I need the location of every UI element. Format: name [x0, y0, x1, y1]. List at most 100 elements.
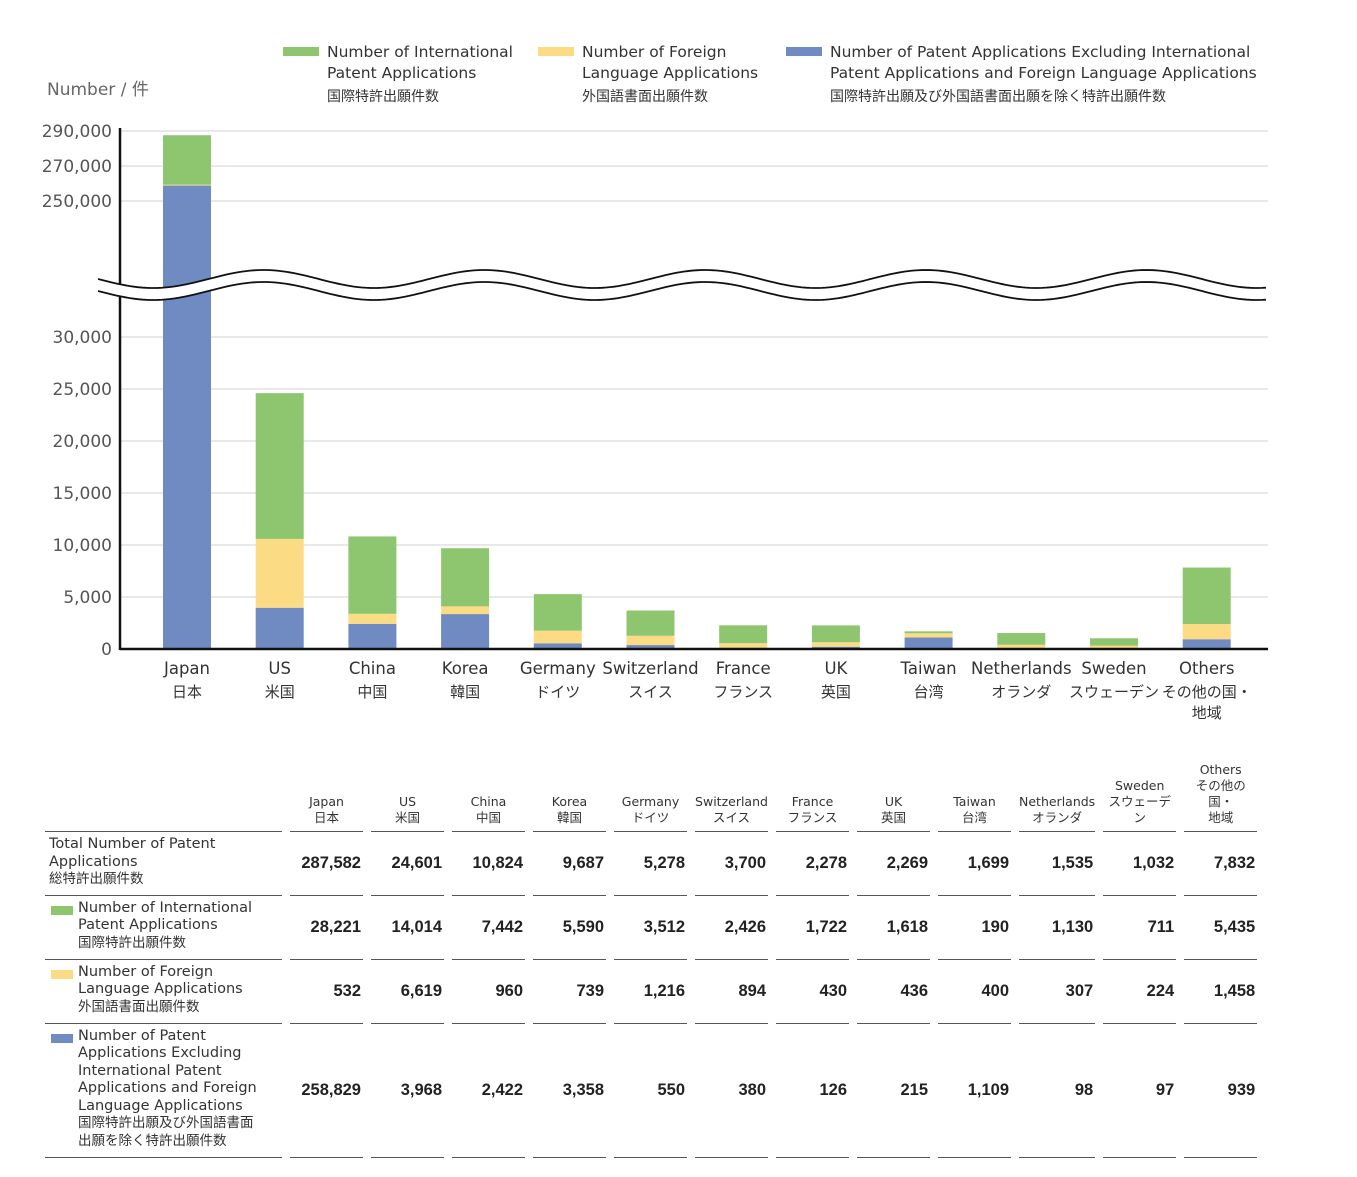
- table-cell: 3,358: [533, 1024, 606, 1158]
- axis-break-line: [97, 269, 1267, 289]
- y-tick-label: 5,000: [63, 588, 112, 608]
- table-cell: 97: [1103, 1024, 1177, 1158]
- table-cell: 550: [614, 1024, 687, 1158]
- x-tick-label-jp: オランダ: [991, 683, 1051, 701]
- row-label: Number of International Patent Applicatio…: [45, 896, 282, 960]
- table-cell: 5,278: [614, 832, 687, 896]
- legend-item: Number of Patent Applications Excluding …: [786, 42, 1257, 108]
- table-row: Number of Foreign Language Applications 外国…: [45, 960, 1258, 1024]
- table-cell: 2,426: [695, 896, 768, 960]
- bar-segment: [255, 538, 304, 608]
- table-cell: 711: [1103, 896, 1177, 960]
- legend-label: Language Applications: [582, 64, 759, 82]
- legend-swatch: [538, 47, 574, 56]
- table-cell: 7,442: [452, 896, 525, 960]
- x-tick-label-jp: ドイツ: [535, 683, 580, 701]
- row-label: Total Number of Patent Applications 総特許出願件…: [45, 832, 282, 896]
- x-tick-label-jp: 台湾: [914, 683, 944, 701]
- table-cell: 6,619: [371, 960, 444, 1024]
- legend-label: Number of International: [327, 43, 513, 61]
- x-tick-label-jp: 米国: [265, 683, 295, 701]
- table-cell: 2,422: [452, 1024, 525, 1158]
- bar-segment: [163, 185, 211, 649]
- legend-label: Patent Applications and Foreign Language…: [830, 64, 1257, 82]
- stacked-bar-chart: 0 5,000 10,000 15,000 20,000 25,000 30,000 250,…: [42, 122, 1268, 722]
- table-cell: 739: [533, 960, 606, 1024]
- table-cell: 7,832: [1184, 832, 1258, 896]
- table-cell: 939: [1184, 1024, 1258, 1158]
- y-tick-label: 15,000: [53, 484, 112, 504]
- x-tick-label: Netherlands: [971, 659, 1072, 678]
- y-tick-label: 0: [101, 640, 112, 660]
- y-tick-label: 290,000: [42, 122, 112, 142]
- bar-segment: [626, 610, 675, 636]
- x-tick-label: Taiwan: [900, 659, 957, 678]
- bar-segment: [1090, 645, 1138, 648]
- legend-swatch: [786, 47, 822, 56]
- row-swatch: [51, 1033, 73, 1043]
- column-header: Germany ドイツ: [614, 762, 687, 832]
- table-cell: 28,221: [290, 896, 363, 960]
- table-cell: 190: [938, 896, 1011, 960]
- legend-swatch: [283, 47, 319, 56]
- table-cell: 532: [290, 960, 363, 1024]
- legend-label-jp: 国際特許出願件数: [327, 89, 439, 105]
- bar-segment: [348, 536, 397, 614]
- bar-segment: [811, 642, 860, 647]
- table-row: Total Number of Patent Applications 総特許出願件…: [45, 832, 1258, 896]
- legend-item: Number of International Patent Applicatio…: [283, 42, 513, 108]
- table-cell: 1,130: [1019, 896, 1096, 960]
- table-cell: 1,618: [857, 896, 930, 960]
- table-cell: 287,582: [290, 832, 363, 896]
- table-cell: 1,535: [1019, 832, 1096, 896]
- bar-segment: [163, 184, 211, 186]
- legend-label-jp: 国際特許出願及び外国語書面出願を除く特許出願件数: [830, 89, 1166, 105]
- bar-segment: [255, 607, 304, 649]
- data-table: Japan 日本 US 米国 China 中国 Korea 韓国 Germany ドイツ Switz…: [37, 762, 1265, 1158]
- x-tick-label: China: [349, 659, 396, 678]
- x-tick-label-jp: スウェーデン: [1069, 683, 1159, 701]
- bar-segment: [1090, 638, 1138, 646]
- x-tick-label: Japan: [163, 659, 210, 678]
- table-cell: 1,722: [776, 896, 849, 960]
- bar-segment: [904, 637, 953, 649]
- column-header: Sweden スウェーデン: [1103, 762, 1177, 832]
- bar-segment: [626, 635, 675, 646]
- table-corner: [45, 762, 282, 832]
- table-cell: 10,824: [452, 832, 525, 896]
- table-row: Number of International Patent Applicatio…: [45, 896, 1258, 960]
- y-tick-label: 270,000: [42, 157, 112, 177]
- x-tick-label: Switzerland: [602, 659, 698, 678]
- column-header: China 中国: [452, 762, 525, 832]
- x-tick-label: Others: [1179, 659, 1234, 678]
- table-cell: 258,829: [290, 1024, 363, 1158]
- table-cell: 960: [452, 960, 525, 1024]
- bar-segment: [533, 594, 582, 631]
- legend-label: Patent Applications: [327, 64, 477, 82]
- column-header: Others その他の国・ 地域: [1184, 762, 1258, 832]
- x-tick-label: Korea: [442, 659, 489, 678]
- table-cell: 224: [1103, 960, 1177, 1024]
- y-tick-label: 30,000: [53, 328, 112, 348]
- table-cell: 380: [695, 1024, 768, 1158]
- bar-segment: [904, 631, 953, 634]
- x-tick-label-jp: その他の国・: [1162, 683, 1252, 701]
- table-cell: 5,435: [1184, 896, 1258, 960]
- bar-segment: [1182, 567, 1231, 625]
- bar-segment: [626, 645, 675, 649]
- table-row: Number of Patent Applications Excluding In…: [45, 1024, 1258, 1158]
- y-tick-label: 20,000: [53, 432, 112, 452]
- legend-item: Number of Foreign Language Applications 外国…: [538, 42, 759, 108]
- table-cell: 215: [857, 1024, 930, 1158]
- table-cell: 5,590: [533, 896, 606, 960]
- x-tick-label-jp: 日本: [172, 683, 202, 701]
- column-header: Switzerland スイス: [695, 762, 768, 832]
- bar-segment: [1182, 639, 1231, 649]
- row-swatch: [51, 905, 73, 915]
- x-tick-label: US: [268, 659, 291, 678]
- table-cell: 307: [1019, 960, 1096, 1024]
- table-cell: 430: [776, 960, 849, 1024]
- bar-segment: [997, 644, 1046, 648]
- x-tick-label-jp: スイス: [628, 683, 673, 701]
- table-cell: 436: [857, 960, 930, 1024]
